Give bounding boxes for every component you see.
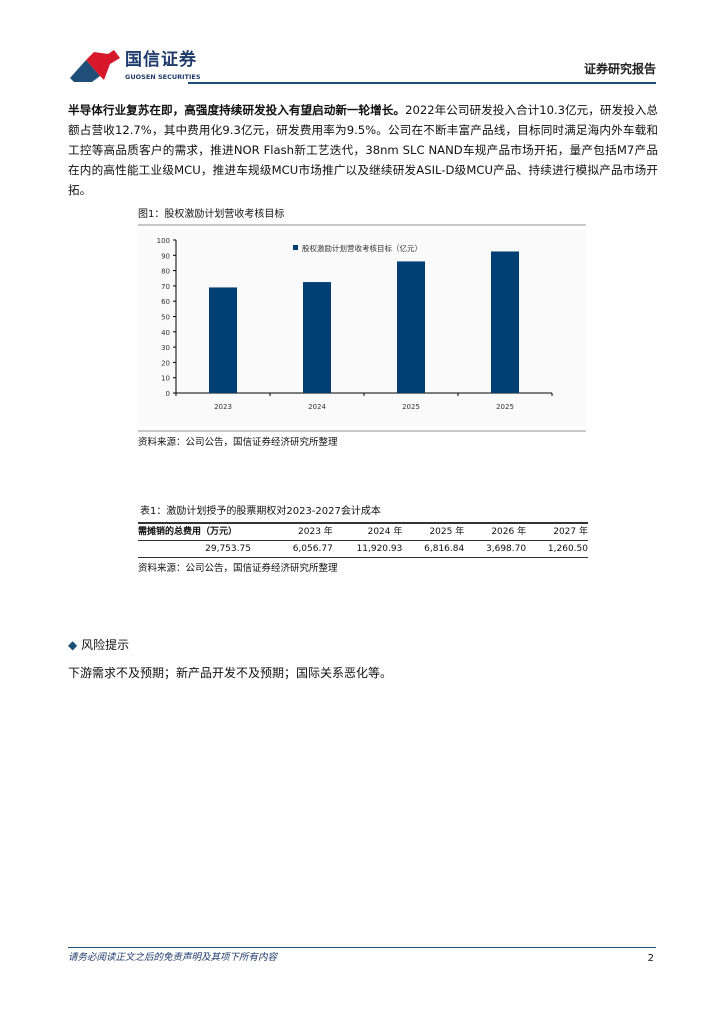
- report-type: 证券研究报告: [583, 62, 656, 76]
- revenue-target-bar-chart: 0 10 20 30 40 50 60 70 80 90 100 2023 2024 2025 2025 股权…: [138, 230, 586, 426]
- table-cell: 29,753.75: [205, 544, 251, 554]
- table-cell: 6,816.84: [424, 544, 465, 554]
- cost-table: 需摊销的总费用（万元） 2023 年 2024 年 2025 年 2026 年 …: [138, 522, 588, 558]
- paragraph-lead: 半导体行业复苏在即，高强度持续研发投入有望启动新一轮增长。: [68, 103, 406, 117]
- table-caption: 表1：激励计划授予的股票期权对2023-2027会计成本: [140, 506, 381, 517]
- table-row: 29,753.75 6,056.77 11,920.93 6,816.84 3,…: [138, 541, 588, 558]
- bar: [491, 251, 519, 393]
- header-divider: [188, 82, 656, 84]
- figure-block: 图1：股权激励计划营收考核目标 0 10 20 30 40 50 60 70 80 90 100 20…: [138, 208, 586, 449]
- risk-text: 下游需求不及预期；新产品开发不及预期；国际关系恶化等。: [68, 666, 393, 680]
- x-tick-label: 2023: [214, 403, 232, 411]
- y-tick-label: 30: [161, 344, 170, 352]
- y-tick-label: 20: [161, 359, 170, 367]
- x-tick-label: 2025: [402, 403, 420, 411]
- table-header: 2024 年: [367, 527, 403, 537]
- logo-text: 国信证券: [125, 50, 197, 70]
- y-tick-label: 90: [161, 252, 170, 260]
- y-tick-label: 100: [157, 237, 170, 245]
- table-cell: 1,260.50: [547, 544, 588, 554]
- y-tick-label: 60: [161, 298, 170, 306]
- table-header: 2025 年: [429, 527, 465, 537]
- table-header: 2026 年: [491, 527, 527, 537]
- x-tick-label: 2024: [308, 403, 326, 411]
- bar: [397, 261, 425, 393]
- legend-label: 股权激励计划营收考核目标（亿元）: [302, 243, 422, 253]
- figure-top-rule: [138, 224, 586, 226]
- y-tick-label: 0: [166, 390, 170, 398]
- risk-heading: ◆ 风险提示: [68, 637, 658, 653]
- table-header-row: 需摊销的总费用（万元） 2023 年 2024 年 2025 年 2026 年 …: [138, 523, 588, 541]
- body-paragraph: 半导体行业复苏在即，高强度持续研发投入有望启动新一轮增长。2022年公司研发投入…: [68, 100, 658, 200]
- paragraph-text: 2022年公司研发投入合计10.3亿元，研发投入总额占营收12.7%，其中费用化…: [68, 103, 658, 197]
- y-tick-label: 80: [161, 268, 170, 276]
- table-header: 需摊销的总费用（万元）: [138, 527, 238, 537]
- bar: [303, 282, 331, 393]
- page-number: 2: [647, 953, 654, 964]
- footer-disclaimer: 请务必阅读正文之后的免责声明及其项下所有内容: [68, 952, 278, 963]
- figure-bottom-rule: [138, 430, 586, 432]
- footer-divider: [68, 947, 656, 948]
- risk-title: 风险提示: [81, 638, 130, 652]
- table-source: 资料来源：公司公告，国信证券经济研究所整理: [138, 563, 338, 574]
- y-tick-label: 50: [161, 314, 170, 322]
- table-cell: 11,920.93: [356, 544, 403, 554]
- x-tick-label: 2025: [496, 403, 514, 411]
- y-tick-label: 40: [161, 329, 170, 337]
- table-header: 2027 年: [553, 527, 588, 537]
- figure-source: 资料来源：公司公告，国信证券经济研究所整理: [138, 437, 338, 448]
- logo-english: GUOSEN SECURITIES: [125, 73, 201, 81]
- y-tick-label: 10: [161, 375, 170, 383]
- legend-swatch: [293, 245, 298, 250]
- table-block: 表1：激励计划授予的股票期权对2023-2027会计成本 需摊销的总费用（万元）…: [138, 505, 588, 575]
- bar: [209, 287, 237, 393]
- y-tick-label: 70: [161, 283, 170, 291]
- table-cell: 3,698.70: [486, 544, 527, 554]
- content-flow: 半导体行业复苏在即，高强度持续研发投入有望启动新一轮增长。2022年公司研发投入…: [68, 100, 658, 681]
- diamond-icon: ◆: [68, 638, 78, 652]
- table-header: 2023 年: [298, 527, 333, 537]
- guosen-logo-icon: [70, 50, 120, 82]
- table-cell: 6,056.77: [292, 544, 333, 554]
- figure-caption: 图1：股权激励计划营收考核目标: [138, 209, 285, 220]
